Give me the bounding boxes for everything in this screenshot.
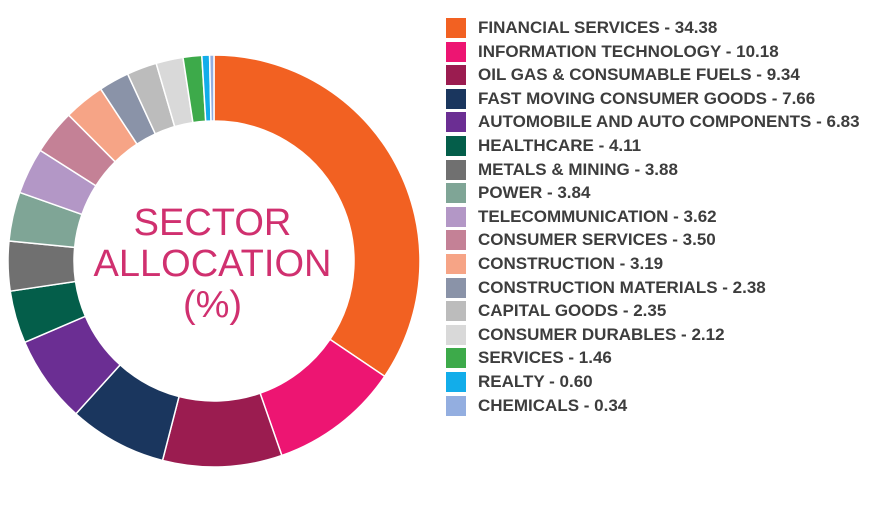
- chart-title: SECTOR ALLOCATION (%): [60, 203, 365, 326]
- legend-swatch: [446, 277, 466, 298]
- pie-slice-oil-gas-consumable-fuels: [161, 392, 283, 468]
- legend-item: SERVICES - 1.46: [446, 346, 874, 370]
- legend-label: SERVICES - 1.46: [478, 348, 612, 368]
- legend-swatch: [446, 112, 466, 133]
- legend-swatch: [446, 371, 466, 392]
- legend-label: CAPITAL GOODS - 2.35: [478, 301, 667, 321]
- legend-swatch: [446, 18, 466, 38]
- chart-title-line-3: (%): [182, 284, 243, 326]
- legend-label: CHEMICALS - 0.34: [478, 395, 628, 415]
- legend-item: CONSUMER SERVICES - 3.50: [446, 228, 874, 252]
- legend-label: FAST MOVING CONSUMER GOODS - 7.66: [478, 88, 816, 108]
- legend-label: FINANCIAL SERVICES - 34.38: [478, 18, 718, 37]
- legend-label: CONSUMER SERVICES - 3.50: [478, 230, 716, 250]
- legend-label: CONSTRUCTION MATERIALS - 2.38: [478, 277, 766, 297]
- legend-label: CONSUMER DURABLES - 2.12: [478, 324, 725, 344]
- donut-chart: [7, 54, 421, 468]
- legend-item: REALTY - 0.60: [446, 370, 874, 394]
- legend-swatch: [446, 230, 466, 251]
- legend-item: AUTOMOBILE AND AUTO COMPONENTS - 6.83: [446, 110, 874, 134]
- legend-swatch: [446, 348, 466, 369]
- legend-label: AUTOMOBILE AND AUTO COMPONENTS - 6.83: [478, 112, 860, 132]
- legend-swatch: [446, 41, 466, 62]
- legend-label: POWER - 3.84: [478, 183, 591, 203]
- legend-label: HEALTHCARE - 4.11: [478, 135, 642, 155]
- legend-item: HEALTHCARE - 4.11: [446, 134, 874, 158]
- pie-slice-chemicals: [208, 54, 215, 122]
- legend-item: FAST MOVING CONSUMER GOODS - 7.66: [446, 87, 874, 111]
- legend-item: OIL GAS & CONSUMABLE FUELS - 9.34: [446, 63, 874, 87]
- chart-legend: FINANCIAL SERVICES - 34.38 INFORMATION TE…: [446, 16, 874, 417]
- legend-swatch: [446, 395, 466, 416]
- legend-label: METALS & MINING - 3.88: [478, 159, 678, 179]
- legend-item: CAPITAL GOODS - 2.35: [446, 299, 874, 323]
- legend-swatch: [446, 65, 466, 86]
- legend-swatch: [446, 301, 466, 322]
- legend-label: TELECOMMUNICATION - 3.62: [478, 206, 717, 226]
- legend-item: CONSTRUCTION MATERIALS - 2.38: [446, 276, 874, 300]
- legend-swatch: [446, 253, 466, 274]
- legend-item: CONSTRUCTION - 3.19: [446, 252, 874, 276]
- legend-item: METALS & MINING - 3.88: [446, 158, 874, 182]
- legend-item: CONSUMER DURABLES - 2.12: [446, 323, 874, 347]
- legend-swatch: [446, 159, 466, 180]
- legend-swatch: [446, 324, 466, 345]
- legend-item: TELECOMMUNICATION - 3.62: [446, 205, 874, 229]
- legend-swatch: [446, 135, 466, 156]
- legend-swatch: [446, 88, 466, 109]
- legend-item: INFORMATION TECHNOLOGY - 10.18: [446, 40, 874, 64]
- legend-label: OIL GAS & CONSUMABLE FUELS - 9.34: [478, 65, 800, 85]
- legend-label: CONSTRUCTION - 3.19: [478, 253, 664, 273]
- legend-item: POWER - 3.84: [446, 181, 874, 205]
- chart-title-line-2: ALLOCATION: [93, 243, 332, 285]
- legend-label: REALTY - 0.60: [478, 371, 593, 391]
- chart-title-line-1: SECTOR: [133, 202, 292, 244]
- legend-swatch: [446, 206, 466, 227]
- legend-label: INFORMATION TECHNOLOGY - 10.18: [478, 41, 779, 61]
- legend-item: CHEMICALS - 0.34: [446, 394, 874, 418]
- legend-swatch: [446, 183, 466, 204]
- pie-slice-financial-services: [213, 54, 421, 378]
- legend-item: FINANCIAL SERVICES - 34.38: [446, 16, 874, 40]
